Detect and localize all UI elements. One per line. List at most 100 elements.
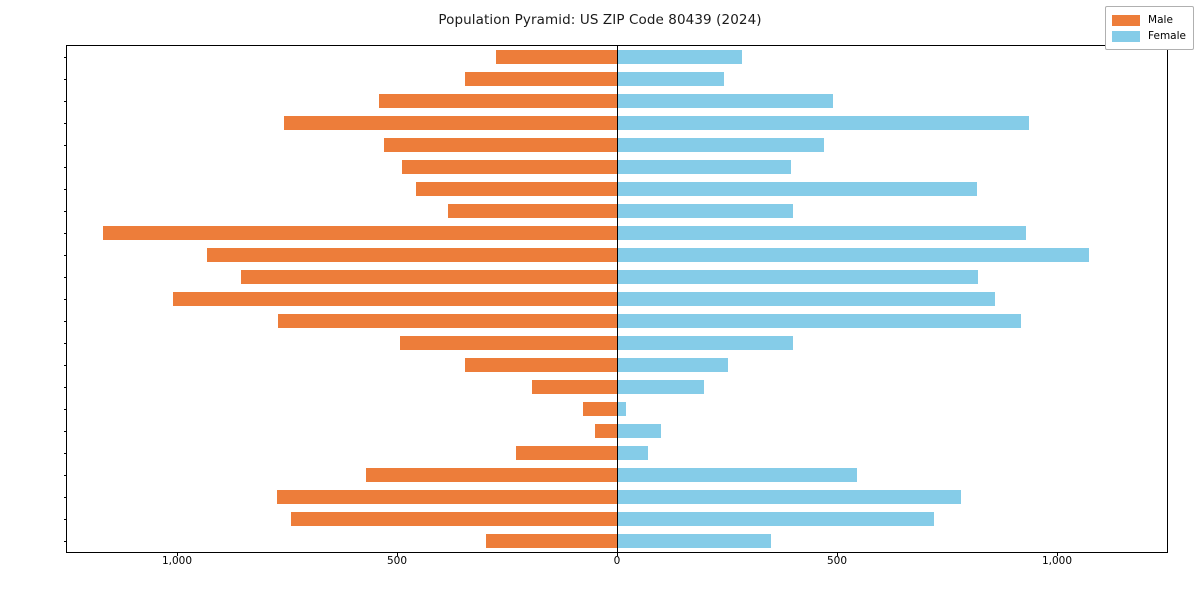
- bar-row: [67, 512, 1167, 526]
- bar-male: [206, 248, 617, 262]
- bar-male: [583, 402, 617, 416]
- bar-row: [67, 446, 1167, 460]
- y-tick-mark: [63, 475, 67, 476]
- y-tick-mark: [63, 277, 67, 278]
- bar-female: [617, 424, 661, 438]
- y-tick-mark: [63, 123, 67, 124]
- bar-female: [617, 94, 833, 108]
- bar-male: [290, 512, 617, 526]
- x-tick-label: 0: [613, 555, 621, 567]
- bar-male: [283, 116, 617, 130]
- bar-female: [617, 270, 979, 284]
- bar-male: [277, 314, 617, 328]
- bar-row: [67, 402, 1167, 416]
- y-tick-mark: [63, 453, 67, 454]
- bar-female: [617, 468, 857, 482]
- bar-male: [496, 50, 617, 64]
- bar-female: [617, 490, 962, 504]
- y-tick-mark: [63, 541, 67, 542]
- zero-axis-line: [617, 46, 618, 552]
- bar-female: [617, 358, 729, 372]
- bar-row: [67, 490, 1167, 504]
- x-tick-mark: [397, 552, 398, 556]
- chart-legend: Male Female: [1105, 6, 1194, 50]
- y-tick-mark: [63, 299, 67, 300]
- y-tick-mark: [63, 101, 67, 102]
- bar-female: [617, 138, 824, 152]
- bar-female: [617, 50, 742, 64]
- bar-female: [617, 226, 1027, 240]
- bar-female: [617, 314, 1021, 328]
- y-tick-mark: [63, 189, 67, 190]
- bar-row: [67, 182, 1167, 196]
- bar-male: [415, 182, 617, 196]
- bar-row: [67, 424, 1167, 438]
- y-tick-mark: [63, 387, 67, 388]
- bar-row: [67, 534, 1167, 548]
- bar-female: [617, 534, 772, 548]
- y-tick-mark: [63, 431, 67, 432]
- y-tick-mark: [63, 365, 67, 366]
- legend-label-female: Female: [1148, 30, 1186, 42]
- bar-male: [378, 94, 617, 108]
- x-tick-label: 500: [386, 555, 408, 567]
- bar-female: [617, 182, 977, 196]
- y-tick-mark: [63, 409, 67, 410]
- bar-row: [67, 204, 1167, 218]
- bar-row: [67, 292, 1167, 306]
- bar-row: [67, 116, 1167, 130]
- bar-row: [67, 72, 1167, 86]
- bar-male: [465, 72, 617, 86]
- x-tick-mark: [837, 552, 838, 556]
- bar-row: [67, 160, 1167, 174]
- bar-male: [399, 336, 617, 350]
- bar-female: [617, 160, 792, 174]
- y-tick-mark: [63, 321, 67, 322]
- y-tick-mark: [63, 519, 67, 520]
- bar-male: [401, 160, 617, 174]
- y-tick-mark: [63, 57, 67, 58]
- bar-row: [67, 226, 1167, 240]
- bar-row: [67, 380, 1167, 394]
- x-tick-mark: [617, 552, 618, 556]
- x-tick-label: 1,000: [161, 555, 193, 567]
- bar-male: [102, 226, 617, 240]
- bar-male: [486, 534, 617, 548]
- y-tick-mark: [63, 211, 67, 212]
- bar-male: [172, 292, 617, 306]
- bar-row: [67, 358, 1167, 372]
- bar-female: [617, 380, 705, 394]
- bar-male: [531, 380, 617, 394]
- bar-male: [384, 138, 617, 152]
- bar-row: [67, 336, 1167, 350]
- bar-male: [366, 468, 617, 482]
- legend-label-male: Male: [1148, 14, 1173, 26]
- bar-male: [515, 446, 617, 460]
- y-tick-mark: [63, 79, 67, 80]
- bar-female: [617, 336, 793, 350]
- y-tick-mark: [63, 255, 67, 256]
- legend-entry-male: Male: [1112, 12, 1186, 28]
- y-tick-mark: [63, 145, 67, 146]
- bar-row: [67, 94, 1167, 108]
- y-tick-mark: [63, 497, 67, 498]
- bar-female: [617, 248, 1089, 262]
- x-tick-mark: [1057, 552, 1058, 556]
- bar-female: [617, 446, 649, 460]
- bar-row: [67, 270, 1167, 284]
- chart-title: Population Pyramid: US ZIP Code 80439 (2…: [438, 12, 762, 28]
- bar-row: [67, 248, 1167, 262]
- bar-male: [240, 270, 617, 284]
- y-tick-mark: [63, 233, 67, 234]
- bar-female: [617, 512, 934, 526]
- bar-female: [617, 72, 724, 86]
- bar-male: [276, 490, 617, 504]
- x-tick-label: 1,000: [1041, 555, 1073, 567]
- bar-female: [617, 292, 995, 306]
- bars-layer: [67, 46, 1167, 552]
- x-tick-mark: [177, 552, 178, 556]
- legend-swatch-female: [1112, 30, 1141, 42]
- legend-swatch-male: [1112, 14, 1141, 26]
- y-tick-mark: [63, 343, 67, 344]
